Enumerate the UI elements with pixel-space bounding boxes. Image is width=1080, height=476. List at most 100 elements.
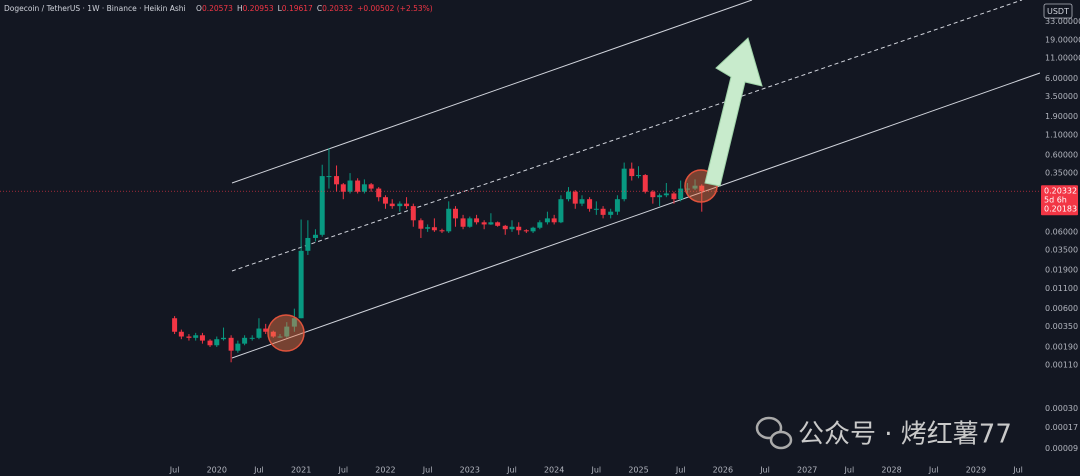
candle-body [488, 222, 494, 225]
candle-body [361, 184, 367, 192]
y-tick-label: 0.35000 [1045, 169, 1078, 178]
price-tag [1041, 185, 1078, 216]
candle-body [277, 336, 283, 338]
candle-body [235, 343, 241, 351]
candle-body [270, 331, 276, 337]
candle-body [334, 176, 340, 185]
y-tick-label: 0.00110 [1045, 361, 1078, 370]
x-tick-label: Jul [844, 466, 855, 475]
y-tick-label: 19.00000 [1045, 35, 1080, 44]
chart-title: Dogecoin / TetherUS · 1W · Binance · Hei… [4, 4, 186, 13]
candle-body [284, 326, 290, 337]
candle-body [305, 237, 311, 251]
candle-body [558, 199, 564, 223]
current-price-label: 0.20332 [1044, 187, 1077, 196]
x-tick-label: Jul [675, 466, 686, 475]
x-tick-label: Jul [506, 466, 517, 475]
candle-body [382, 197, 388, 204]
candle-body [452, 208, 458, 219]
candle-body [608, 211, 614, 215]
candle-body [326, 176, 332, 178]
y-tick-label: 0.06000 [1045, 227, 1078, 236]
x-tick-label: 2023 [460, 466, 480, 475]
y-tick-label: 3.50000 [1045, 92, 1078, 101]
projection-arrow [704, 37, 763, 187]
x-tick-label: Jul [1012, 466, 1023, 475]
candle-body [636, 175, 642, 177]
candle-body [671, 193, 677, 200]
ohlc-key: H [237, 4, 243, 13]
ohlc-key: L [278, 4, 283, 13]
y-tick-label: 0.00017 [1045, 423, 1078, 432]
candle-body [572, 191, 578, 204]
candle-body [629, 168, 635, 177]
candle-body [593, 208, 599, 210]
candle-body [481, 222, 487, 225]
candle-body [172, 318, 178, 332]
candle-body [523, 230, 529, 232]
x-tick-label: Jul [759, 466, 770, 475]
y-tick-label: 0.00030 [1045, 404, 1078, 413]
candle-body [579, 199, 585, 204]
candle-body [207, 340, 213, 346]
candle-body [319, 176, 325, 235]
y-tick-label: 0.60000 [1045, 151, 1078, 160]
candle-body [692, 185, 698, 189]
ohlc-value: 0.20332 [322, 4, 353, 13]
y-tick-label: 0.03500 [1045, 245, 1078, 254]
candle-body [551, 218, 557, 223]
candle-body [249, 337, 255, 339]
candle-body [404, 203, 410, 207]
candle-body [256, 328, 262, 338]
x-tick-label: 2025 [628, 466, 648, 475]
channel-lower [231, 72, 1041, 359]
candle-body [178, 331, 184, 337]
candle-body [699, 185, 705, 192]
countdown: 5d 6h [1044, 196, 1067, 205]
candle-body [516, 226, 522, 231]
ohlc-key: C [317, 4, 322, 13]
candle-body [614, 199, 620, 212]
candle-body [397, 203, 403, 207]
highlight-circle [267, 314, 305, 352]
candle-body [410, 206, 416, 221]
candle-body [684, 188, 690, 190]
y-tick-label: 0.00009 [1045, 444, 1078, 453]
candle-body [340, 184, 346, 192]
candle-body [376, 188, 382, 198]
y-tick-label: 11.00000 [1045, 54, 1080, 63]
candle-body [509, 226, 515, 230]
y-tick-label: 0.00350 [1045, 322, 1078, 331]
x-tick-label: 2028 [881, 466, 901, 475]
candle-body [467, 218, 473, 227]
candle-body [663, 193, 669, 196]
y-tick-label: 0.01100 [1045, 284, 1078, 293]
x-tick-label: 2029 [966, 466, 986, 475]
candle-body [221, 337, 227, 340]
ohlc-key: O [196, 4, 202, 13]
x-tick-label: 2020 [207, 466, 227, 475]
ohlc-value: 0.20953 [243, 4, 274, 13]
currency-box [1043, 3, 1073, 19]
ohlc-value: 0.20573 [202, 4, 233, 13]
x-tick-label: 2027 [797, 466, 817, 475]
candle-body [298, 250, 304, 319]
x-tick-label: Jul [422, 466, 433, 475]
candle-body [214, 339, 220, 346]
candle-body [389, 203, 395, 207]
candle-body [678, 188, 684, 200]
x-tick-label: 2024 [544, 466, 564, 475]
x-tick-label: Jul [591, 466, 602, 475]
y-tick-label: 0.00600 [1045, 304, 1078, 313]
candle-body [446, 208, 452, 232]
y-tick-label: 0.01900 [1045, 266, 1078, 275]
y-tick-label: 1.10000 [1045, 130, 1078, 139]
candle-body [530, 227, 536, 232]
channel-upper [231, 0, 753, 184]
candle-body [544, 218, 550, 223]
previous-close-label: 0.20183 [1044, 205, 1077, 214]
x-tick-label: Jul [169, 466, 180, 475]
x-tick-label: 2022 [375, 466, 395, 475]
candle-body [186, 336, 192, 338]
